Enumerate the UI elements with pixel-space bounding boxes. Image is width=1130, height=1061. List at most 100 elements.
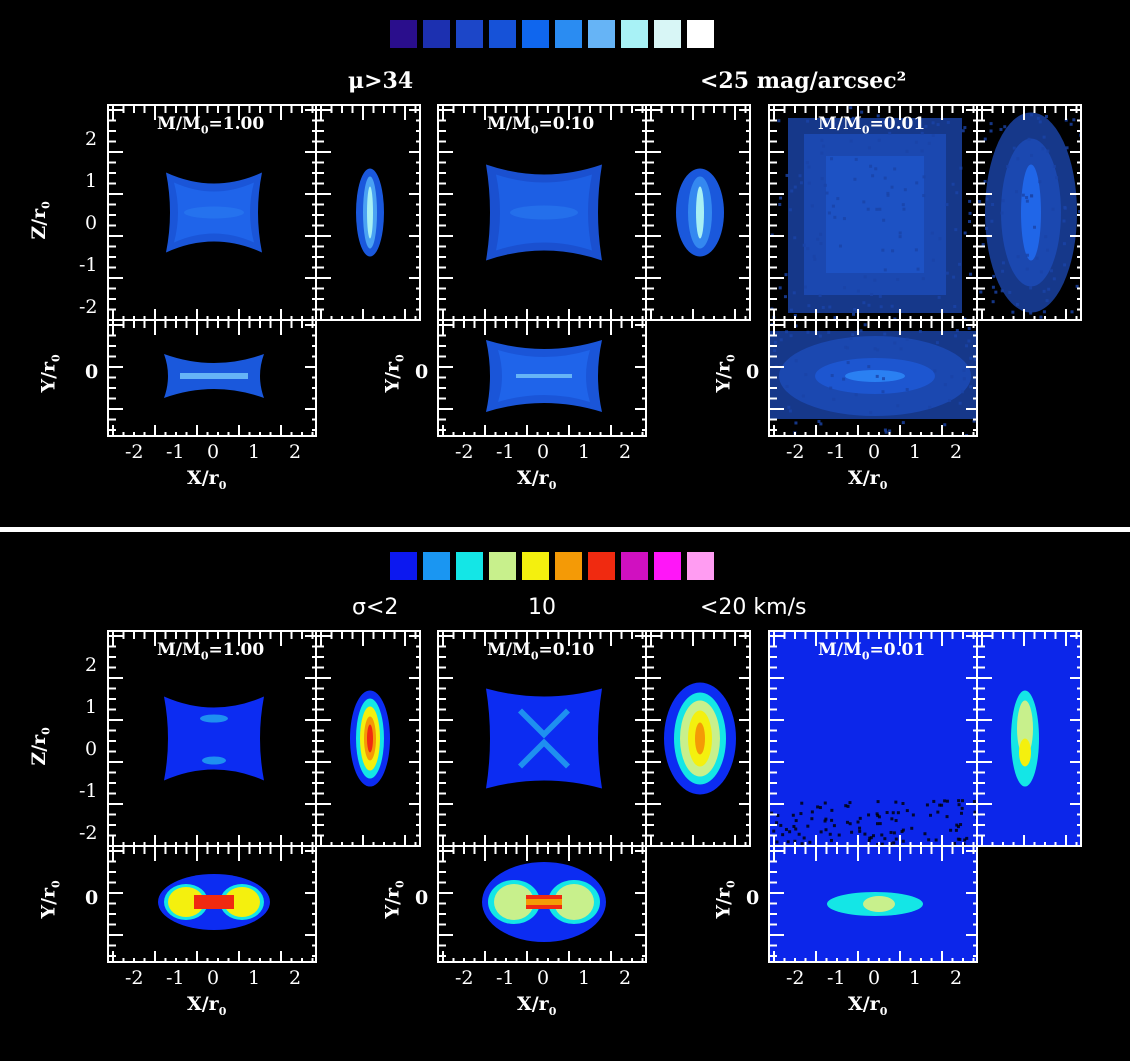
dispersion-swatch-4 <box>489 552 516 580</box>
brightness-panel-1-yz-map <box>315 104 421 321</box>
dispersion-panel-1-xy-map <box>107 845 317 963</box>
x-tick-label: 2 <box>950 441 962 463</box>
brightness-panel-2-xy-map <box>437 319 647 437</box>
z-tick-label: 1 <box>85 696 97 718</box>
brightness-caption-right: <25 mag/arcsec² <box>700 68 906 94</box>
brightness-panel-1-xz-map: M/M0=1.00 <box>107 104 317 321</box>
dispersion-swatch-1 <box>390 552 417 580</box>
x-tick-label: 2 <box>289 441 301 463</box>
x-tick-label: 0 <box>207 441 219 463</box>
dispersion-caption-mid: 10 <box>528 595 556 620</box>
y-axis-label: Y/r0 <box>38 880 63 918</box>
z-tick-label: 0 <box>85 212 97 234</box>
dispersion-panel-2-xz-map: M/M0=0.10 <box>437 630 647 847</box>
z-tick-label: -1 <box>79 254 98 276</box>
x-axis-label: X/r0 <box>187 467 226 492</box>
mass-ratio-label: M/M0=1.00 <box>157 640 264 662</box>
dispersion-panel-3-xy-map <box>768 845 978 963</box>
dispersion-panel-1-xz-map: M/M0=1.00 <box>107 630 317 847</box>
mass-ratio-label: M/M0=0.10 <box>487 640 594 662</box>
brightness-swatch-1 <box>390 20 417 48</box>
x-tick-label: -2 <box>786 441 805 463</box>
dispersion-panel-2-yz-map <box>645 630 751 847</box>
surface-brightness-figure: μ>34 <25 mag/arcsec² M/M0=1.00 -2 -1 0 1 2 X/r… <box>0 0 1130 527</box>
x-tick-label: -2 <box>786 967 805 989</box>
x-tick-label: -1 <box>496 441 515 463</box>
dispersion-panel-1-yz-map <box>315 630 421 847</box>
dispersion-swatch-2 <box>423 552 450 580</box>
x-tick-label: 0 <box>868 441 880 463</box>
x-tick-label: -2 <box>125 441 144 463</box>
brightness-swatch-8 <box>621 20 648 48</box>
x-axis-label: X/r0 <box>517 467 556 492</box>
brightness-caption-left: μ>34 <box>348 68 413 94</box>
y-tick-label: 0 <box>85 361 98 383</box>
mass-ratio-label: M/M0=0.01 <box>818 114 925 136</box>
z-axis-label: Z/r0 <box>28 201 53 239</box>
y-axis-label: Y/r0 <box>382 354 407 392</box>
dispersion-swatch-3 <box>456 552 483 580</box>
x-tick-label: 1 <box>578 441 590 463</box>
x-tick-label: 1 <box>248 441 260 463</box>
x-tick-label: 0 <box>537 967 549 989</box>
brightness-swatch-3 <box>456 20 483 48</box>
dispersion-swatch-8 <box>621 552 648 580</box>
y-tick-label: 0 <box>415 361 428 383</box>
brightness-swatch-2 <box>423 20 450 48</box>
x-axis-label: X/r0 <box>517 993 556 1018</box>
x-tick-label: 1 <box>578 967 590 989</box>
y-tick-label: 0 <box>415 887 428 909</box>
z-tick-label: -1 <box>79 780 98 802</box>
z-tick-label: 1 <box>85 170 97 192</box>
brightness-swatch-4 <box>489 20 516 48</box>
dispersion-panel-3-xz-map: M/M0=0.01 <box>768 630 978 847</box>
brightness-swatch-7 <box>588 20 615 48</box>
y-tick-label: 0 <box>85 887 98 909</box>
brightness-panel-2-xz-map: M/M0=0.10 <box>437 104 647 321</box>
x-tick-label: -2 <box>455 441 474 463</box>
x-tick-label: -1 <box>166 441 185 463</box>
mass-ratio-label: M/M0=0.10 <box>487 114 594 136</box>
dispersion-swatch-10 <box>687 552 714 580</box>
x-tick-label: 1 <box>909 967 921 989</box>
dispersion-caption-left: σ<2 <box>352 595 398 620</box>
y-axis-label: Y/r0 <box>38 354 63 392</box>
dispersion-caption-right: <20 km/s <box>700 595 806 620</box>
z-tick-label: 0 <box>85 738 97 760</box>
y-axis-label: Y/r0 <box>382 880 407 918</box>
dispersion-swatch-7 <box>588 552 615 580</box>
x-tick-label: 2 <box>950 967 962 989</box>
z-tick-label: -2 <box>79 296 98 318</box>
brightness-panel-3-yz-map <box>976 104 1082 321</box>
x-tick-label: -2 <box>125 967 144 989</box>
brightness-swatch-6 <box>555 20 582 48</box>
y-tick-label: 0 <box>746 361 759 383</box>
x-tick-label: 1 <box>909 441 921 463</box>
brightness-panel-1-xy-map <box>107 319 317 437</box>
x-tick-label: -2 <box>455 967 474 989</box>
mass-ratio-label: M/M0=0.01 <box>818 640 925 662</box>
colorbar-brightness <box>390 20 714 48</box>
brightness-swatch-10 <box>687 20 714 48</box>
dispersion-panel-2-xy-map <box>437 845 647 963</box>
x-tick-label: 2 <box>619 441 631 463</box>
z-tick-label: -2 <box>79 822 98 844</box>
z-tick-label: 2 <box>85 128 97 150</box>
brightness-panel-3-xz-map: M/M0=0.01 <box>768 104 978 321</box>
x-tick-label: 2 <box>289 967 301 989</box>
x-tick-label: 0 <box>537 441 549 463</box>
mass-ratio-label: M/M0=1.00 <box>157 114 264 136</box>
x-axis-label: X/r0 <box>187 993 226 1018</box>
dispersion-swatch-6 <box>555 552 582 580</box>
dispersion-panel-3-yz-map <box>976 630 1082 847</box>
x-axis-label: X/r0 <box>848 467 887 492</box>
colorbar-dispersion <box>390 552 714 580</box>
z-tick-label: 2 <box>85 654 97 676</box>
brightness-panel-3-xy-map <box>768 319 978 437</box>
y-axis-label: Y/r0 <box>713 880 738 918</box>
z-axis-label: Z/r0 <box>28 727 53 765</box>
x-tick-label: 2 <box>619 967 631 989</box>
x-tick-label: -1 <box>496 967 515 989</box>
x-tick-label: 1 <box>248 967 260 989</box>
dispersion-swatch-5 <box>522 552 549 580</box>
